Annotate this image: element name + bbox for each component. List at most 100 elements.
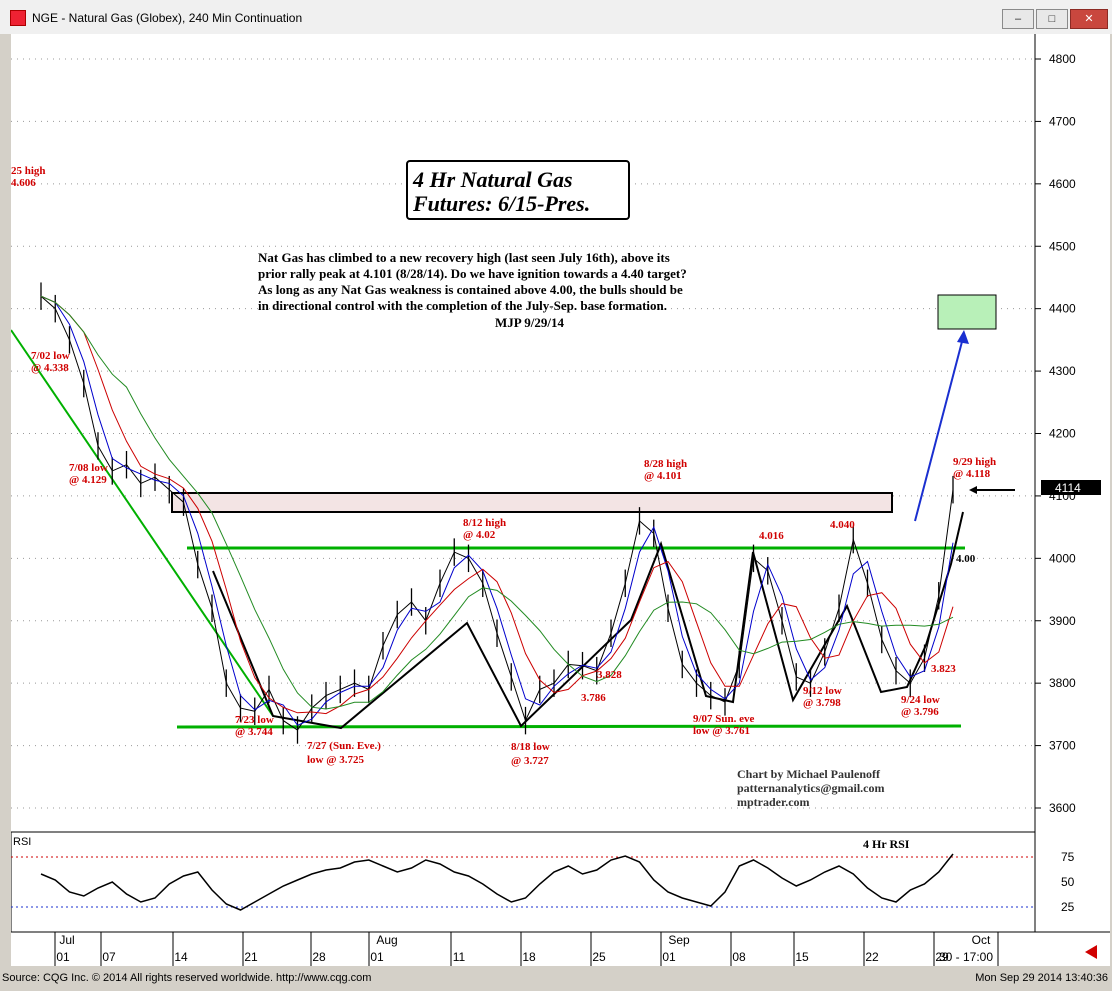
commentary-signature: MJP 9/29/14 [495,315,564,330]
annotation-3786: 3.786 [581,692,606,704]
target-arrow [914,333,965,522]
annotation-3823: 3.823 [931,663,956,675]
annotation-jul27-value: low @ 3.725 [307,754,364,766]
annotation-aug12-value: @ 4.02 [463,529,496,541]
rsi-tick-label: 25 [1061,900,1075,914]
rsi-label: RSI [13,836,31,848]
rsi-panel [11,831,1036,933]
current-price-arrow-head [969,486,977,494]
x-tick-label: 08 [732,950,746,964]
base-pattern-line [212,511,964,730]
annotation-sep07-value: low @ 3.761 [693,725,750,737]
last-price-marker [1041,480,1101,495]
rsi-line [40,853,954,911]
annotation-high-2506-value: 4.606 [11,177,36,189]
commentary-line: prior rally peak at 4.101 (8/28/14). Do … [258,266,687,281]
x-tick-label: 01 [56,950,70,964]
price-chart[interactable]: 3600370038003900400041004200430044004500… [11,34,1110,966]
annotation-sep24-value: @ 3.796 [901,706,939,718]
annotation-aug12: 8/12 high [463,517,506,529]
annotation-sep12-value: @ 3.798 [803,697,841,709]
close-button[interactable]: ✕ [1070,9,1108,29]
y-tick-label: 3700 [1049,739,1076,753]
annotation-sep29: 9/29 high [953,456,996,468]
annotation-4040: 4.040 [830,519,855,531]
y-tick-label: 4200 [1049,427,1076,441]
annotation-jul08: 7/08 low [69,462,108,474]
x-tick-label: 11 [453,950,466,964]
y-tick-label: 3600 [1049,801,1076,815]
chart-subtitle: Futures: 6/15-Pres. [412,191,590,216]
commentary-block: Nat Gas has climbed to a new recovery hi… [258,250,687,330]
scroll-left-icon [1085,945,1097,959]
x-tick-label: 28 [312,950,326,964]
minimize-button[interactable]: – [1002,9,1034,29]
x-tick-label: 21 [244,950,258,964]
annotation-sep24: 9/24 low [901,694,940,706]
x-month-label: Sep [668,933,690,947]
ma-mid-line [40,295,954,715]
x-tick-label: 15 [795,950,809,964]
status-bar: Source: CQG Inc. © 2014 All rights reser… [0,966,1112,991]
rsi-tick-label: 50 [1061,875,1075,889]
x-month-label: Jul [59,933,74,947]
annotation-jul02-value: @ 4.338 [31,362,69,374]
commentary-line: As long as any Nat Gas weakness is conta… [258,282,683,297]
y-tick-label: 4600 [1049,177,1076,191]
annotation-jul27: 7/27 (Sun. Eve.) [307,740,381,752]
annotation-sep12: 9/12 low [803,685,842,697]
credit-site: mptrader.com [737,795,810,809]
x-tick-label: 01 [662,950,676,964]
annotation-aug18: 8/18 low [511,741,550,753]
y-tick-label: 4500 [1049,239,1076,253]
title-box [406,160,630,220]
window-titlebar: NGE - Natural Gas (Globex), 240 Min Cont… [0,0,1112,34]
status-timestamp: Mon Sep 29 2014 13:40:36 [975,972,1108,984]
resistance-zone [171,492,893,513]
y-tick-label: 4800 [1049,52,1076,66]
rsi-tick-label: 75 [1061,850,1075,864]
annotation-jul02: 7/02 low [31,350,70,362]
target-arrow-head [957,330,969,344]
commentary-line: in directional control with the completi… [258,298,667,313]
x-tick-label: 14 [174,950,188,964]
y-tick-label: 4400 [1049,302,1076,316]
annotations: 25 high 4.606 7/02 low @ 4.338 7/08 low … [11,165,996,767]
annotation-jul23-value: @ 3.744 [235,726,273,738]
maximize-button[interactable]: □ [1036,9,1068,29]
annotation-3828: 3.828 [597,669,622,681]
support-3725-line [176,724,962,729]
chart-title: 4 Hr Natural Gas [412,167,573,192]
annotation-400: 4.00 [956,553,976,565]
y-tick-label: 4700 [1049,114,1076,128]
x-tick-label: 07 [102,950,116,964]
window-title: NGE - Natural Gas (Globex), 240 Min Cont… [32,11,303,25]
y-tick-label: 4300 [1049,364,1076,378]
y-tick-label: 3900 [1049,614,1076,628]
x-month-label: Aug [376,933,397,947]
annotation-sep07: 9/07 Sun. eve [693,713,755,725]
ma-long-line [40,295,954,710]
price-line [40,295,954,731]
annotation-sep29-value: @ 4.118 [953,468,991,480]
y-tick-label: 4000 [1049,551,1076,565]
x-tick-label: 30 - 17:00 [939,950,993,964]
x-tick-label: 22 [865,950,879,964]
chart-panel[interactable]: 3600 3700 3800 3900 4000 4100 4200 4300 4400 4500… [11,34,1110,966]
annotation-jul08-value: @ 4.129 [69,474,107,486]
annotation-4016: 4.016 [759,530,784,542]
credit-email: patternanalytics@gmail.com [737,781,884,795]
rsi-title: 4 Hr RSI [863,837,910,851]
annotation-jul23: 7/23 low [235,714,274,726]
annotation-aug28: 8/28 high [644,458,687,470]
x-tick-label: 29 [935,950,949,964]
annotation-aug18-value: @ 3.727 [511,755,549,767]
commentary-line: Nat Gas has climbed to a new recovery hi… [258,250,670,265]
status-source: Source: CQG Inc. © 2014 All rights reser… [2,972,372,984]
annotation-high-2506: 25 high [11,165,46,177]
ma-short-line [40,295,954,726]
x-month-label: Oct [972,933,991,947]
credit-author: Chart by Michael Paulenoff [737,767,881,781]
last-price-label: 4114 [1055,481,1081,495]
app-icon[interactable] [10,10,26,26]
